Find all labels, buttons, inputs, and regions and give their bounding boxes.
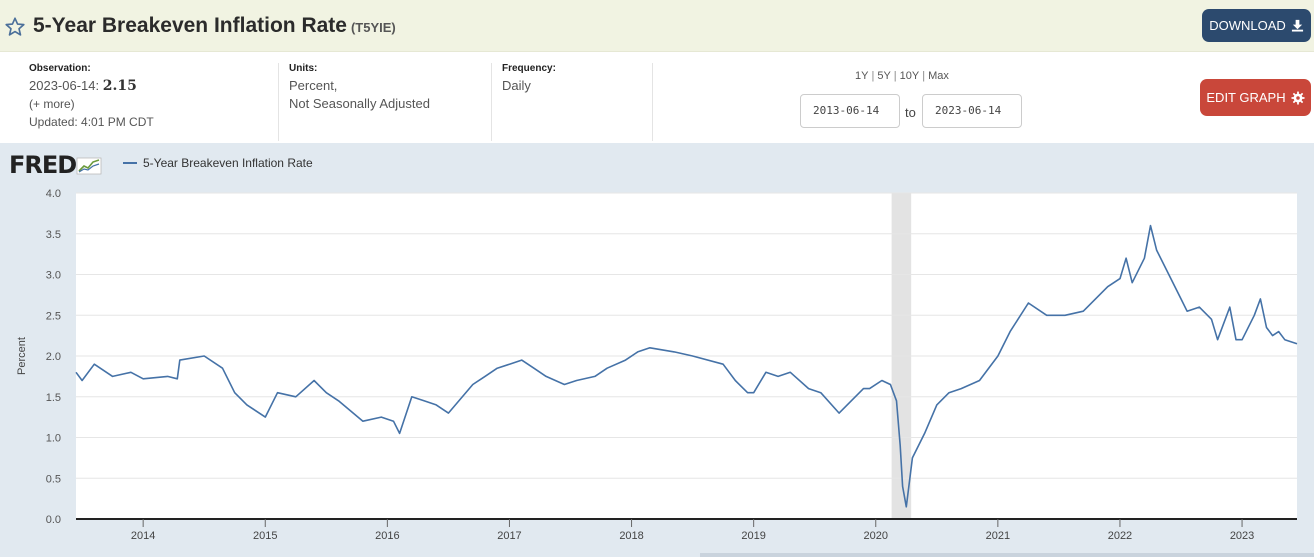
frequency-label: Frequency: [502, 63, 556, 74]
legend-swatch [123, 162, 137, 164]
title-bar: 5-Year Breakeven Inflation Rate (T5YIE) D… [0, 0, 1314, 52]
legend-series-label: 5-Year Breakeven Inflation Rate [143, 156, 313, 170]
units-block: Units: Percent, Not Seasonally Adjusted [289, 63, 430, 113]
page-title: 5-Year Breakeven Inflation Rate (T5YIE) [33, 14, 396, 38]
x-tick-label: 2021 [986, 530, 1010, 542]
x-tick-label: 2023 [1230, 530, 1254, 542]
y-tick-label: 1.5 [46, 392, 61, 404]
edit-graph-button[interactable]: EDIT GRAPH [1200, 79, 1311, 116]
download-icon [1291, 19, 1303, 32]
series-id: (T5YIE) [350, 20, 396, 35]
chart-legend: 5-Year Breakeven Inflation Rate [123, 156, 313, 170]
observation-block: Observation: 2023-06-14: 2.15 (+ more) U… [29, 63, 154, 131]
observation-date: 2023-06-14: [29, 78, 100, 93]
fred-logo-text: FRED [9, 150, 77, 179]
end-date-input[interactable]: 2023-06-14 [922, 94, 1022, 128]
download-label: DOWNLOAD [1209, 18, 1286, 33]
y-tick-label: 0.5 [46, 473, 61, 485]
y-tick-label: 2.0 [46, 351, 61, 363]
x-tick-label: 2017 [497, 530, 521, 542]
y-tick-label: 0.0 [46, 514, 61, 526]
y-tick-label: 3.5 [46, 229, 61, 241]
star-outline-icon[interactable] [4, 16, 26, 38]
x-tick-label: 2020 [864, 530, 888, 542]
fred-logo[interactable]: FRED [9, 150, 102, 179]
series-title: 5-Year Breakeven Inflation Rate [33, 14, 347, 37]
chart-scrollbar[interactable] [700, 553, 1314, 557]
meta-divider [652, 63, 653, 141]
y-axis-label: Percent [16, 337, 28, 375]
x-tick-label: 2022 [1108, 530, 1132, 542]
units-label: Units: [289, 63, 318, 74]
start-date-input[interactable]: 2013-06-14 [800, 94, 900, 128]
x-tick-label: 2019 [741, 530, 765, 542]
y-tick-label: 4.0 [46, 188, 61, 200]
frequency-block: Frequency: Daily [502, 63, 556, 95]
x-tick-label: 2018 [619, 530, 643, 542]
to-label: to [905, 105, 916, 120]
frequency-value: Daily [502, 78, 531, 93]
range-separator: | [893, 70, 897, 82]
observation-label: Observation: [29, 63, 91, 74]
range-shortcuts: 1Y | 5Y | 10Y | Max [855, 70, 949, 82]
x-tick-label: 2016 [375, 530, 399, 542]
observation-value: 2.15 [102, 78, 137, 94]
updated-time: Updated: 4:01 PM CDT [29, 115, 154, 129]
range-1y[interactable]: 1Y [855, 70, 869, 82]
more-link[interactable]: (+ more) [29, 97, 75, 111]
range-10y[interactable]: 10Y [899, 70, 920, 82]
meta-divider [491, 63, 492, 141]
range-max[interactable]: Max [928, 70, 949, 82]
range-5y[interactable]: 5Y [877, 70, 891, 82]
x-tick-label: 2014 [131, 530, 155, 542]
gear-icon [1291, 90, 1305, 105]
range-separator: | [922, 70, 926, 82]
units-line1: Percent, [289, 78, 338, 93]
units-line2: Not Seasonally Adjusted [289, 96, 430, 111]
chart-panel: FRED 5-Year Breakeven Inflation Rate 0.0… [0, 143, 1314, 557]
download-button[interactable]: DOWNLOAD [1202, 9, 1311, 42]
fred-chart-icon [76, 157, 102, 174]
meta-divider [278, 63, 279, 141]
y-tick-label: 3.0 [46, 270, 61, 282]
y-tick-label: 1.0 [46, 433, 61, 445]
edit-graph-label: EDIT GRAPH [1206, 90, 1286, 105]
series-metadata: Observation: 2023-06-14: 2.15 (+ more) U… [0, 53, 1314, 143]
observation-line: 2023-06-14: 2.15 [29, 77, 154, 95]
x-tick-label: 2015 [253, 530, 277, 542]
line-chart[interactable]: 0.0 0.5 1.0 1.5 2.0 2.5 3.0 3.5 4.0 2014 2015 2016 2… [0, 143, 1314, 557]
series-line[interactable] [75, 224, 1298, 508]
y-tick-label: 2.5 [46, 310, 61, 322]
range-separator: | [871, 70, 875, 82]
